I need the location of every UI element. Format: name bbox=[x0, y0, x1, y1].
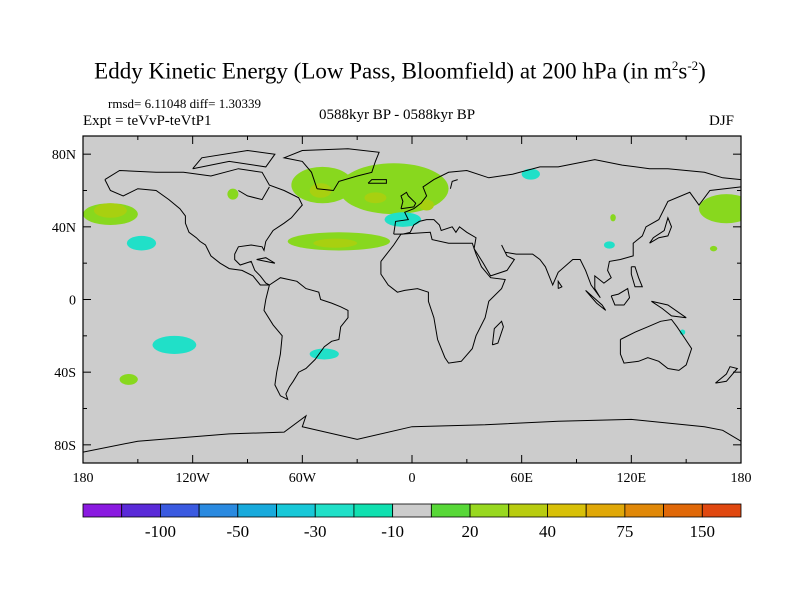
colorbar-label: -50 bbox=[226, 522, 249, 541]
colorbar-swatch bbox=[392, 503, 432, 518]
season-label: DJF bbox=[709, 113, 735, 129]
lat-tick-label: 40N bbox=[52, 221, 76, 236]
colorbar-swatch bbox=[430, 503, 471, 518]
colorbar-swatch bbox=[82, 503, 123, 518]
anomaly-region bbox=[309, 183, 332, 198]
colorbar-swatch bbox=[508, 503, 548, 518]
coastline-sumatra bbox=[585, 290, 607, 311]
anomaly-layer bbox=[83, 163, 741, 385]
colorbar-label: 75 bbox=[616, 522, 633, 541]
period-label: 0588kyr BP - 0588kyr BP bbox=[319, 107, 476, 123]
lon-tick-label: 0 bbox=[409, 471, 416, 486]
anomaly-region bbox=[126, 235, 157, 251]
coastline-greenland bbox=[282, 148, 380, 192]
colorbar-swatch bbox=[701, 503, 742, 518]
lat-tick-label: 80N bbox=[52, 148, 76, 163]
colorbar-label: 150 bbox=[690, 522, 716, 541]
colorbar-swatch bbox=[314, 503, 355, 518]
colorbar-label: -10 bbox=[381, 522, 404, 541]
anomaly-region bbox=[152, 335, 197, 354]
lat-tick-label: 40S bbox=[54, 366, 76, 381]
anomaly-region bbox=[384, 212, 422, 227]
colorbar-swatch bbox=[121, 503, 161, 518]
lon-tick-label: 60W bbox=[289, 471, 317, 486]
anomaly-region bbox=[338, 163, 449, 215]
anomaly-region bbox=[521, 168, 540, 180]
axis-ticks: 80N 40N 0 40S 80S 180 120W 60W 0 60E 120E 180 bbox=[52, 136, 752, 486]
coastline-eurasia bbox=[393, 159, 741, 298]
coastline-north-america bbox=[104, 168, 303, 286]
anomaly-region bbox=[313, 238, 358, 248]
experiment-label: Expt = teVvP-teVtP1 bbox=[83, 113, 212, 129]
coastline-new-zealand bbox=[715, 366, 739, 384]
anomaly-region bbox=[709, 245, 718, 252]
coastline-australia bbox=[619, 318, 693, 371]
anomaly-region bbox=[309, 348, 339, 360]
anomaly-region bbox=[93, 203, 127, 218]
colorbar-swatch bbox=[663, 503, 703, 518]
anomaly-region bbox=[227, 188, 239, 200]
coastline-sri-lanka bbox=[557, 279, 563, 290]
lon-tick-label: 180 bbox=[731, 471, 752, 486]
anomaly-region bbox=[119, 373, 138, 385]
coastline-new-guinea bbox=[651, 300, 687, 319]
colorbar: -100 -50 -30 -10 20 40 75 150 bbox=[82, 503, 742, 541]
coastline-arctic-islands bbox=[192, 149, 276, 170]
plot-title: Eddy Kinetic Energy (Low Pass, Bloomfiel… bbox=[94, 58, 706, 84]
coastline-japan bbox=[649, 216, 673, 244]
coastline-antarctica bbox=[83, 414, 741, 453]
colorbar-swatch bbox=[160, 503, 200, 518]
anomaly-region bbox=[698, 194, 741, 224]
coastline-cuba bbox=[256, 257, 276, 264]
anomaly-region bbox=[603, 241, 615, 249]
coastline-africa bbox=[380, 231, 506, 364]
coastline-taiwan-phil bbox=[630, 266, 644, 288]
anomaly-region bbox=[364, 192, 387, 204]
stats-text: rmsd= 6.11048 diff= 1.30339 bbox=[108, 96, 261, 111]
coastline-hudson bbox=[238, 186, 270, 201]
colorbar-swatch bbox=[469, 503, 510, 518]
coastline-scandinavia-gulf bbox=[449, 179, 458, 189]
anomaly-region bbox=[419, 199, 434, 211]
lon-tick-label: 180 bbox=[73, 471, 94, 486]
lon-tick-label: 120W bbox=[176, 471, 211, 486]
colorbar-swatch bbox=[547, 503, 587, 518]
colorbar-label: -30 bbox=[304, 522, 327, 541]
colorbar-label: 40 bbox=[539, 522, 556, 541]
colorbar-label: 20 bbox=[462, 522, 479, 541]
colorbar-swatch bbox=[237, 503, 277, 518]
lon-tick-label: 120E bbox=[617, 471, 647, 486]
colorbar-swatch bbox=[624, 503, 664, 518]
colorbar-swatch bbox=[198, 503, 239, 518]
anomaly-region bbox=[610, 214, 616, 222]
colorbar-swatch bbox=[353, 503, 394, 518]
lat-tick-label: 80S bbox=[54, 439, 76, 454]
coastline-madagascar bbox=[491, 320, 504, 346]
coastline-layer bbox=[83, 148, 741, 453]
lon-tick-label: 60E bbox=[510, 471, 533, 486]
colorbar-label: -100 bbox=[145, 522, 176, 541]
coastline-south-america bbox=[263, 277, 349, 401]
coastline-borneo bbox=[610, 287, 631, 306]
colorbar-swatch bbox=[585, 503, 626, 518]
coastline-gb bbox=[400, 191, 417, 210]
coastline-iceland bbox=[367, 179, 387, 184]
lat-tick-label: 0 bbox=[69, 294, 76, 309]
colorbar-swatch bbox=[276, 503, 316, 518]
